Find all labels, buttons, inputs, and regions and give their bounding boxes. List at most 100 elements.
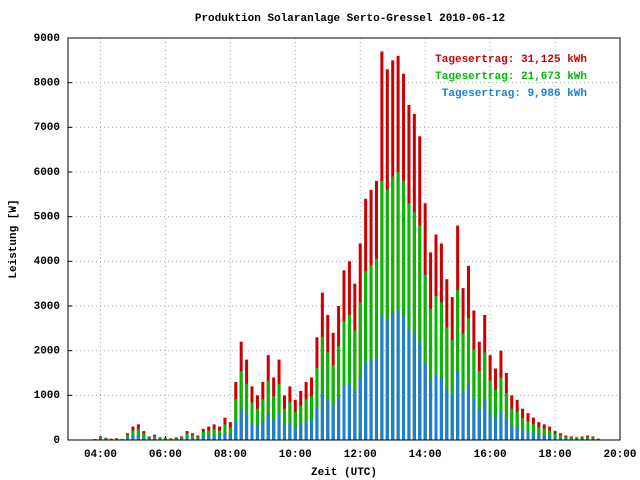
bar <box>293 411 297 440</box>
bar <box>223 432 227 440</box>
bar <box>586 436 590 440</box>
bar <box>288 402 292 440</box>
bar <box>477 371 481 440</box>
bar <box>201 436 205 440</box>
bar <box>553 437 557 440</box>
chart-title: Produktion Solaranlage Serto-Gressel 201… <box>195 13 505 25</box>
bar <box>434 296 438 440</box>
y-axis-label: Leistung [W] <box>8 199 20 278</box>
y-tick-label: 6000 <box>34 167 60 179</box>
x-tick-label: 10:00 <box>279 449 312 461</box>
bar <box>196 436 200 440</box>
bar <box>299 424 303 440</box>
legend-entry: Tagesertrag: 31,125 kWh <box>435 54 587 66</box>
bar <box>364 271 368 440</box>
bar <box>580 438 584 440</box>
bar <box>358 302 362 440</box>
bar <box>250 402 254 440</box>
bar <box>542 428 546 440</box>
bar <box>499 411 503 440</box>
bar <box>407 328 411 440</box>
plot-border <box>67 37 621 441</box>
bar <box>126 437 130 440</box>
bar <box>207 430 211 440</box>
bar <box>326 352 330 440</box>
bar <box>277 414 281 440</box>
bar <box>245 383 249 440</box>
bar <box>396 310 400 440</box>
bar <box>402 314 406 440</box>
bar <box>255 425 259 440</box>
bar <box>234 399 238 440</box>
bar <box>531 424 535 440</box>
bar <box>358 377 362 440</box>
bar <box>450 394 454 440</box>
bar <box>504 393 508 440</box>
x-tick-label: 20:00 <box>603 449 636 461</box>
x-tick-label: 18:00 <box>539 449 572 461</box>
bar <box>228 427 232 440</box>
bar <box>548 435 552 440</box>
y-tick-label: 3000 <box>34 301 60 313</box>
bar <box>250 423 254 440</box>
bar <box>558 437 562 440</box>
bar <box>542 435 546 440</box>
bar <box>115 438 119 440</box>
bar <box>472 349 476 440</box>
bar <box>434 374 438 440</box>
bar <box>488 412 492 440</box>
bar <box>483 399 487 440</box>
bar <box>537 434 541 440</box>
bar <box>239 408 243 440</box>
bar <box>304 421 308 440</box>
bar <box>201 431 205 440</box>
bar <box>472 398 476 440</box>
bar <box>418 225 422 440</box>
bar <box>396 172 400 440</box>
bar <box>272 419 276 440</box>
bar <box>515 427 519 440</box>
bar <box>461 333 465 440</box>
bar <box>239 371 243 440</box>
x-tick-label: 08:00 <box>214 449 247 461</box>
bar <box>423 274 427 440</box>
bar <box>190 435 194 440</box>
bar <box>185 437 189 440</box>
bar <box>548 430 552 440</box>
bar <box>212 435 216 440</box>
bar <box>245 414 249 440</box>
bar <box>569 438 573 440</box>
x-tick-label: 12:00 <box>344 449 377 461</box>
bar <box>402 180 406 440</box>
bar <box>515 411 519 440</box>
y-tick-label: 1000 <box>34 390 60 402</box>
bar <box>412 332 416 440</box>
bar <box>299 405 303 440</box>
bar <box>591 438 595 440</box>
y-tick-label: 7000 <box>34 122 60 134</box>
bar <box>98 438 102 440</box>
bar <box>353 389 357 440</box>
bar <box>521 430 525 440</box>
bar <box>320 336 324 440</box>
bar <box>169 438 173 440</box>
bar <box>369 360 373 440</box>
y-tick-label: 9000 <box>34 33 60 45</box>
bar <box>331 405 335 440</box>
bar <box>304 399 308 440</box>
bar <box>255 408 259 440</box>
bar <box>266 412 270 440</box>
bar <box>342 385 346 440</box>
bar <box>510 408 514 440</box>
x-tick-label: 04:00 <box>84 449 117 461</box>
bar <box>131 430 135 440</box>
y-tick-label: 0 <box>53 435 60 447</box>
bar <box>331 364 335 440</box>
bar <box>429 380 433 440</box>
bar <box>439 377 443 440</box>
bar <box>207 435 211 440</box>
y-tick-label: 4000 <box>34 256 60 268</box>
bar <box>234 421 238 440</box>
